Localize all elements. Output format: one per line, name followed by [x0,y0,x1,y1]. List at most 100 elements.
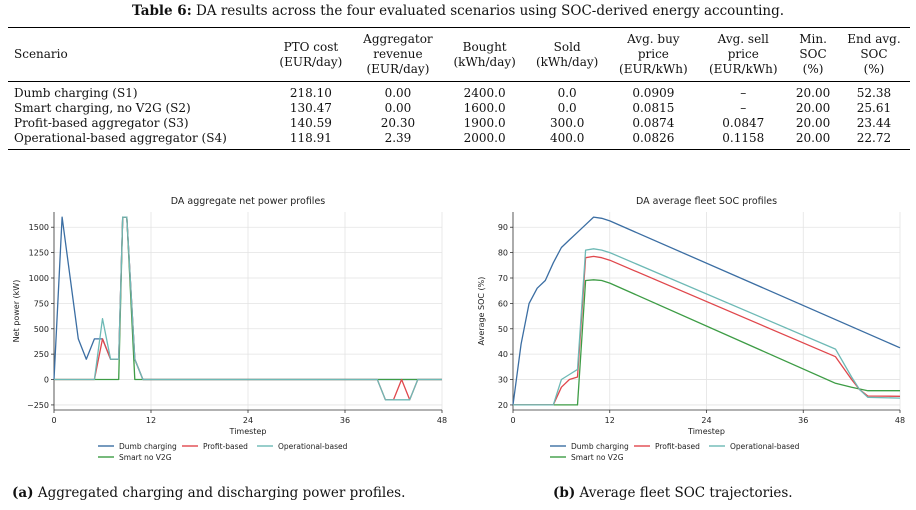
x-tick-label: 48 [437,416,447,425]
column-header-line: (%) [863,62,885,76]
table-cell: 0.0826 [632,131,675,145]
column-header-line: price [727,47,759,61]
y-tick-label: 20 [498,401,508,410]
chart-title: DA average fleet SOC profiles [636,196,777,207]
column-header-line: (%) [802,62,824,76]
legend-label: Smart no V2G [571,453,624,462]
table-row: Smart charging, no V2G (S2) 130.47 0.00 160… [8,101,910,116]
table-cell: 25.61 [856,101,892,115]
y-tick-label: 1250 [29,249,49,258]
table-cell: 20.00 [795,101,831,115]
chart-title: DA aggregate net power profiles [171,196,326,207]
table-cell: 0.0874 [632,116,675,130]
table-caption-text: DA results across the four evaluated sce… [195,3,785,19]
table-cell: 20.00 [795,86,831,100]
series-line-dumb [512,216,901,405]
legend-label: Operational-based [278,442,348,451]
column-header-line: SOC [860,47,888,61]
table-cell: 0.00 [384,101,412,115]
column-header-line: SOC [799,47,827,61]
column-header: Avg. buy price (EUR/kWh) [608,28,698,82]
table-row: Operational-based aggregator (S4) 118.91 2… [8,131,910,150]
table-cell: 2400.0 [463,86,506,100]
table-body: Dumb charging (S1) 218.10 0.00 2400.0 0.0 0.0… [8,82,910,150]
legend-label: Profit-based [203,442,248,451]
legend-label: Profit-based [655,442,700,451]
column-header-line: Bought [462,39,507,54]
soc-chart: DA average fleet SOC profiles 0 12 24 36 48 20… [477,196,905,462]
table-cell: 0.1158 [722,131,765,145]
y-tick-label: 500 [34,325,49,334]
table-cell: Operational-based aggregator (S4) [14,131,227,145]
table-cell: 1600.0 [463,101,506,115]
column-header-line: price [637,47,669,61]
column-header-line: (EUR/kWh) [708,62,778,76]
y-tick-label: 1000 [29,274,49,283]
table-cell: 0.0 [557,86,577,100]
subcaption-a-label: (a) [12,485,34,501]
y-tick-label: 0 [44,376,49,385]
subcaption-a-text: Aggregated charging and discharging powe… [37,485,406,501]
legend-label: Dumb charging [119,442,177,451]
column-header-line: Aggregator [363,32,433,46]
column-header-line: Scenario [14,47,68,61]
table-cell: 400.0 [549,131,585,145]
table-cell: 22.72 [856,131,892,145]
table-cell: 0.0909 [632,86,675,100]
table-row: Profit-based aggregator (S3) 140.59 20.30 1… [8,116,910,131]
y-tick-label: 250 [34,350,49,359]
column-header: Min. SOC (%) [788,28,838,82]
y-tick-label: 90 [498,223,508,232]
table-cell: 118.91 [289,131,332,145]
table-cell: 0.0847 [722,116,765,130]
table-cell: 130.47 [289,101,332,115]
table-cell: 20.00 [795,116,831,130]
legend-label: Operational-based [730,442,800,451]
column-header-line: (kWh/day) [453,54,516,69]
series-line-operational [513,248,901,406]
x-tick-label: 36 [798,416,808,425]
column-header-line: (kWh/day) [535,54,599,69]
table-cell: 20.30 [380,116,416,130]
table-row: Dumb charging (S1) 218.10 0.00 2400.0 0.0 0.0… [8,82,910,102]
column-header: Sold (kWh/day) [526,28,609,82]
net-power-chart: DA aggregate net power profiles 0 12 24 36 48… [12,196,447,462]
series-line-operational [54,216,442,401]
y-tick-label: 50 [498,325,508,334]
y-tick-label: 30 [498,376,508,385]
y-tick-label: 40 [498,350,508,359]
legend-label: Smart no V2G [119,453,172,462]
table-header: Scenario PTO cost (EUR/day) Aggregator reven… [8,27,910,82]
table-cell: 2.39 [384,131,412,145]
subcaption-b-text: Average fleet SOC trajectories. [579,485,793,501]
table-cell: 0.0 [557,101,577,115]
column-header-line: PTO cost [283,39,339,54]
y-axis-label: Net power (kW) [12,280,21,343]
column-header-line: Avg. sell [717,32,769,46]
x-tick-label: 12 [605,416,615,425]
column-header: Bought (kWh/day) [443,28,526,82]
table-cell: Profit-based aggregator (S3) [14,116,189,130]
column-header: PTO cost (EUR/day) [269,28,352,82]
column-header: Scenario [8,28,269,82]
column-header-line: (EUR/kWh) [619,62,688,76]
table-cell: 300.0 [549,116,585,130]
column-header-line: (EUR/day) [366,62,430,76]
column-header-line: Sold [553,39,581,54]
table-cell: Dumb charging (S1) [14,86,138,100]
table-cell: – [740,86,747,100]
x-tick-label: 48 [895,416,905,425]
x-tick-label: 0 [510,416,515,425]
y-tick-label: 1500 [29,223,49,232]
column-header-line: Avg. buy [627,32,680,46]
y-axis-label: Average SOC (%) [477,277,486,346]
column-header: End avg. SOC (%) [838,28,910,82]
table-cell: 0.00 [384,86,412,100]
table-caption: Table 6: DA results across the four eval… [0,3,916,19]
header-row: Scenario PTO cost (EUR/day) Aggregator reven… [8,27,910,82]
column-header-line: (EUR/day) [279,54,343,69]
y-tick-label: 60 [498,299,508,308]
table-cell: 0.0815 [632,101,675,115]
table-cell: 140.59 [289,116,332,130]
column-header-line: Min. [799,32,827,46]
